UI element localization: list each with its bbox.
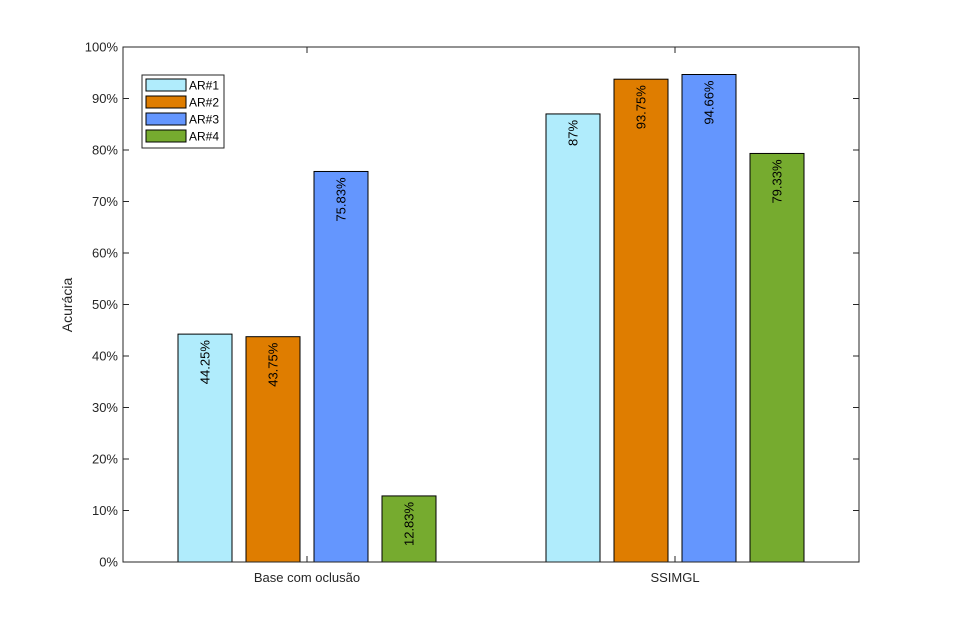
y-tick-label: 70% <box>92 194 118 209</box>
y-tick-label: 0% <box>99 555 118 570</box>
data-label: 44.25% <box>198 340 213 385</box>
y-tick-label: 40% <box>92 349 118 364</box>
y-tick-label: 20% <box>92 452 118 467</box>
bars-layer <box>177 74 805 563</box>
y-axis: 0% 10% 20% 30% 40% 50% 60% 70% 80% 90% 100% <box>85 40 859 570</box>
legend-swatch <box>145 78 187 92</box>
y-tick-label: 100% <box>85 40 119 55</box>
legend: AR#1 AR#2 AR#3 AR#4 <box>141 74 225 149</box>
bar <box>749 152 805 563</box>
data-label: 87% <box>566 120 581 146</box>
y-tick-label: 30% <box>92 400 118 415</box>
y-tick-label: 80% <box>92 143 118 158</box>
data-label: 12.83% <box>402 501 417 546</box>
y-axis-label: Acurácia <box>59 278 75 333</box>
data-label: 93.75% <box>634 85 649 130</box>
legend-swatch <box>145 95 187 109</box>
bar <box>177 333 233 563</box>
bar <box>545 113 601 563</box>
legend-label: AR#4 <box>189 130 219 144</box>
x-axis: Base com oclusão SSIMGL <box>254 47 700 585</box>
x-tick-label: SSIMGL <box>650 570 699 585</box>
legend-label: AR#2 <box>189 96 219 110</box>
data-label: 75.83% <box>334 177 349 222</box>
data-labels-layer: 44.25% 87% 43.75% 93.75% 75.83% 94.66% 12.83% 7… <box>198 80 785 546</box>
bar <box>613 78 669 563</box>
x-tick-label: Base com oclusão <box>254 570 360 585</box>
y-tick-label: 10% <box>92 503 118 518</box>
legend-label: AR#3 <box>189 113 219 127</box>
data-label: 79.33% <box>770 159 785 204</box>
bar <box>681 74 737 563</box>
legend-swatch <box>145 112 187 126</box>
y-tick-label: 60% <box>92 246 118 261</box>
data-label: 94.66% <box>702 80 717 125</box>
plot-area <box>123 47 859 562</box>
y-tick-label: 50% <box>92 297 118 312</box>
y-tick-label: 90% <box>92 91 118 106</box>
bar <box>245 336 301 563</box>
bar <box>313 170 369 563</box>
legend-swatch <box>145 129 187 143</box>
data-label: 43.75% <box>266 342 281 387</box>
legend-label: AR#1 <box>189 79 219 93</box>
